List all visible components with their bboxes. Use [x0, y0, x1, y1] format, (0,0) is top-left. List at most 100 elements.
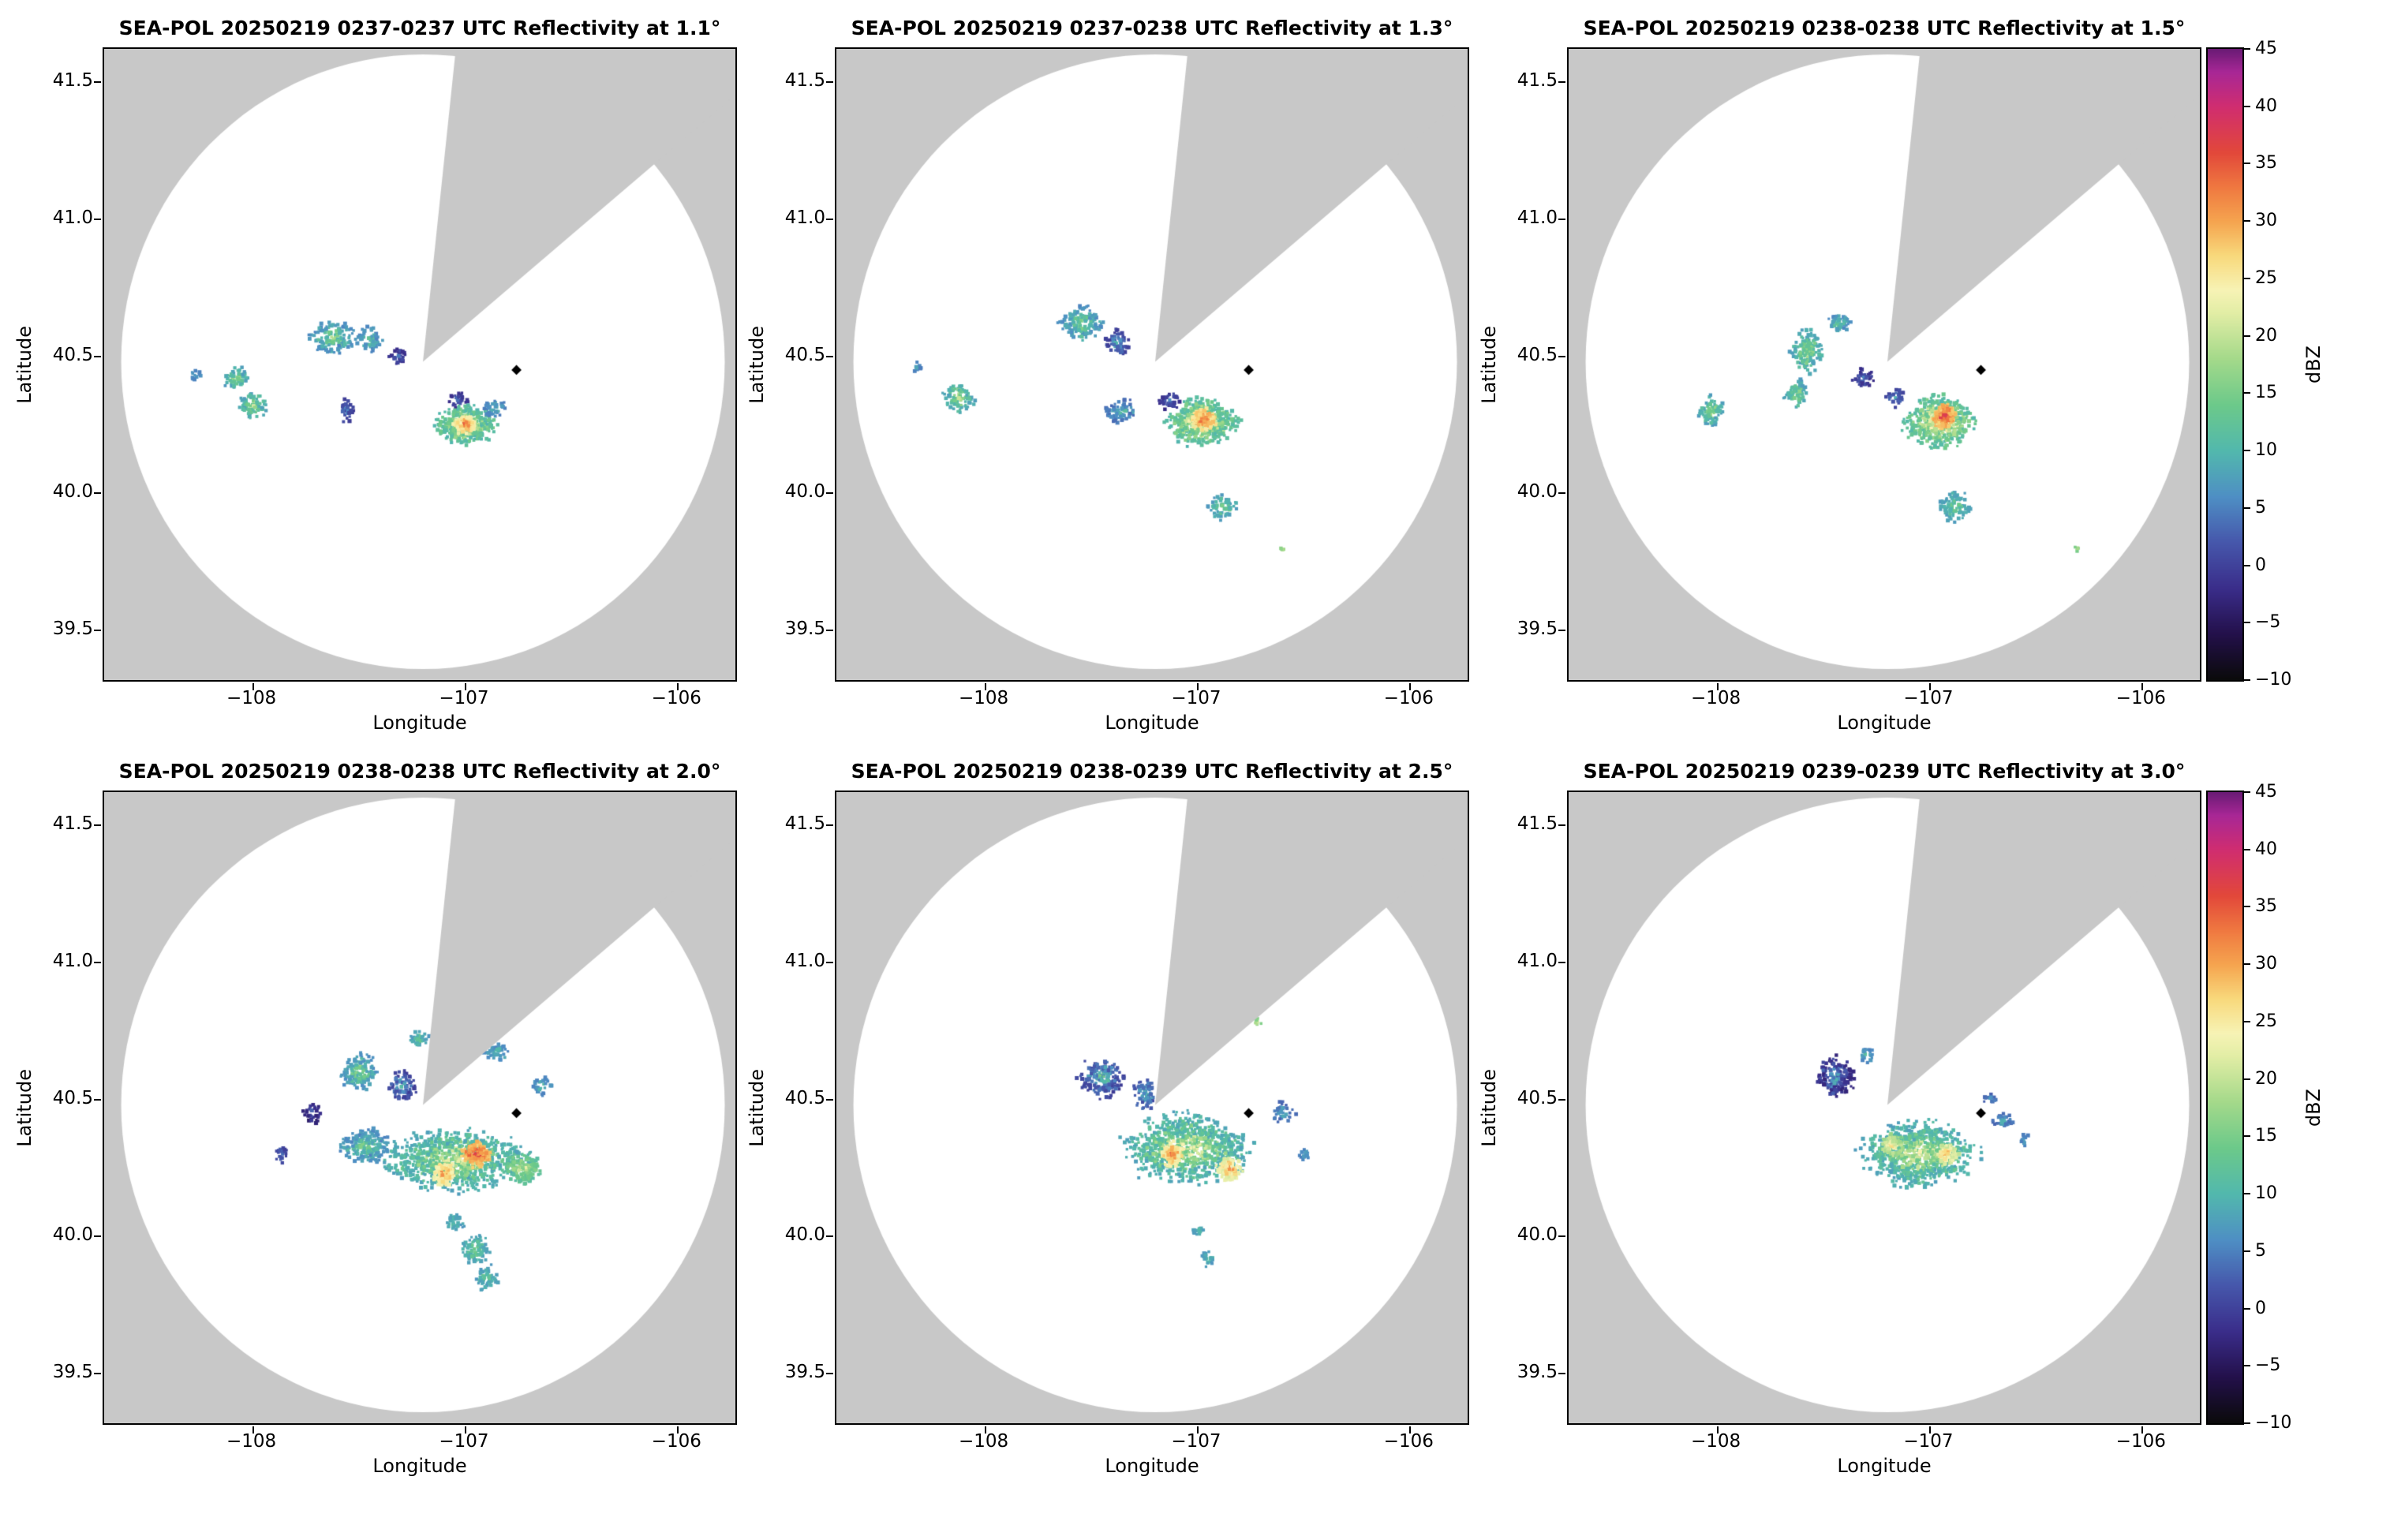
x-tick-mark	[1196, 683, 1199, 690]
y-axis-label-text: Latitude	[1478, 1068, 1500, 1147]
y-tick-label: 41.0	[52, 950, 93, 971]
x-tick-mark	[984, 1426, 986, 1433]
colorbar-tick-mark	[2244, 791, 2250, 793]
x-tick-mark	[1928, 1426, 1931, 1433]
y-tick-mark	[826, 1235, 833, 1238]
y-tick-labels: 39.5 40.0 40.5 41.0 41.5	[772, 791, 835, 1425]
y-tick-mark	[94, 80, 101, 83]
y-tick-mark	[826, 824, 833, 826]
x-tick-label: −107	[1171, 688, 1221, 708]
colorbar-tick-mark	[2244, 335, 2250, 337]
colorbar-tick-label: −10	[2255, 1413, 2292, 1433]
colorbar-tick-mark	[2244, 105, 2250, 107]
y-tick-mark	[1558, 218, 1565, 220]
x-tick-mark	[677, 683, 679, 690]
y-tick-mark	[1558, 824, 1565, 826]
colorbar-tick-mark	[2244, 277, 2250, 279]
colorbar-gradient	[2206, 47, 2244, 682]
y-tick-label: 39.5	[52, 1362, 93, 1383]
y-tick-mark	[94, 492, 101, 495]
x-tick-labels: −108 −107 −106	[835, 1425, 1469, 1453]
plot-title: SEA-POL 20250219 0238-0239 UTC Reflectiv…	[851, 760, 1453, 783]
x-tick-label: −108	[1690, 1431, 1741, 1452]
colorbar-tick-mark	[2244, 220, 2250, 222]
colorbar-tick-label: 20	[2255, 1068, 2277, 1089]
y-axis-label-text: Latitude	[1478, 325, 1500, 404]
radar-plot-canvas	[836, 792, 1468, 1423]
y-tick-label: 41.0	[1517, 950, 1558, 971]
x-tick-label: −108	[958, 1431, 1009, 1452]
y-axis-label-text: Latitude	[746, 325, 768, 404]
y-tick-mark	[94, 961, 101, 963]
colorbar-tick-label: 25	[2255, 1011, 2277, 1031]
colorbar-tick-label: 15	[2255, 383, 2277, 403]
x-tick-label: −107	[1171, 1431, 1221, 1452]
colorbar-tick-label: 10	[2255, 1183, 2277, 1204]
y-tick-mark	[1558, 1235, 1565, 1238]
figure-row-2: SEA-POL 20250219 0238-0238 UTC Reflectiv…	[9, 756, 2396, 1486]
colorbar-tick-mark	[2244, 622, 2250, 624]
figure-panel: SEA-POL 20250219 0238-0238 UTC Reflectiv…	[1474, 13, 2201, 743]
y-tick-mark	[826, 1098, 833, 1101]
colorbar-tick-label: 35	[2255, 153, 2277, 174]
colorbar-tick-mark	[2244, 392, 2250, 394]
plot-title: SEA-POL 20250219 0237-0238 UTC Reflectiv…	[851, 17, 1453, 39]
colorbar-tick-label: 10	[2255, 440, 2277, 461]
radar-plot-canvas	[104, 792, 735, 1423]
radar-plot-area	[826, 791, 1469, 1433]
x-axis-label: Longitude	[1105, 1455, 1199, 1477]
y-tick-label: 40.5	[52, 344, 93, 365]
y-tick-label: 41.5	[1517, 69, 1558, 91]
figure-panel: SEA-POL 20250219 0237-0237 UTC Reflectiv…	[9, 13, 737, 743]
colorbar-tick-label: −5	[2255, 612, 2281, 633]
colorbar-tick-label: 0	[2255, 1298, 2266, 1318]
colorbar-tick-label: 30	[2255, 954, 2277, 974]
y-tick-mark	[94, 630, 101, 632]
x-tick-mark	[1716, 683, 1719, 690]
colorbar-tick-mark	[2244, 906, 2250, 908]
colorbar-tick-label: 30	[2255, 211, 2277, 231]
y-axis-label: Latitude	[1474, 47, 1504, 682]
y-tick-label: 40.5	[52, 1087, 93, 1108]
y-tick-labels: 39.5 40.0 40.5 41.0 41.5	[1504, 791, 1567, 1425]
colorbar-tick-mark	[2244, 450, 2250, 452]
y-tick-label: 40.0	[1517, 481, 1558, 503]
y-tick-label: 40.0	[1517, 1224, 1558, 1246]
y-tick-label: 39.5	[1517, 619, 1558, 640]
colorbar-tick-mark	[2244, 848, 2250, 850]
y-tick-label: 39.5	[784, 619, 825, 640]
y-axis-label-text: Latitude	[13, 325, 36, 404]
x-tick-mark	[1409, 683, 1412, 690]
x-tick-mark	[252, 1426, 254, 1433]
y-tick-label: 41.5	[52, 813, 93, 834]
x-axis-label: Longitude	[1105, 712, 1199, 734]
plot-title: SEA-POL 20250219 0239-0239 UTC Reflectiv…	[1583, 760, 2186, 783]
y-tick-label: 39.5	[52, 619, 93, 640]
y-tick-label: 41.0	[784, 207, 825, 228]
y-axis-label: Latitude	[742, 47, 772, 682]
x-tick-labels: −108 −107 −106	[1567, 1425, 2201, 1453]
radar-plot-area	[826, 47, 1469, 690]
y-tick-mark	[826, 1373, 833, 1375]
colorbar-tick-label: −10	[2255, 670, 2292, 690]
y-tick-label: 40.0	[784, 1224, 825, 1246]
colorbar-tick-mark	[2244, 1078, 2250, 1080]
colorbar-tick-mark	[2244, 564, 2250, 566]
y-tick-label: 41.5	[784, 69, 825, 91]
x-tick-label: −106	[1383, 1431, 1434, 1452]
colorbar-ticks: −10 −5 0 5 10 15 20 25 30 35 40 45	[2244, 782, 2302, 1433]
figure-panel: SEA-POL 20250219 0238-0239 UTC Reflectiv…	[742, 756, 1469, 1486]
colorbar-tick-label: 5	[2255, 497, 2266, 518]
colorbar-tick-label: 40	[2255, 839, 2277, 859]
y-tick-mark	[94, 218, 101, 220]
colorbar-tick-mark	[2244, 1422, 2250, 1424]
y-axis-label-text: Latitude	[13, 1068, 36, 1147]
y-tick-mark	[1558, 355, 1565, 357]
y-tick-labels: 39.5 40.0 40.5 41.0 41.5	[772, 47, 835, 682]
x-tick-label: −108	[226, 688, 277, 708]
radar-plot-area	[1558, 47, 2201, 690]
colorbar-tick-label: 0	[2255, 555, 2266, 575]
x-tick-mark	[464, 1426, 466, 1433]
colorbar-tick-mark	[2244, 506, 2250, 509]
plot-title: SEA-POL 20250219 0238-0238 UTC Reflectiv…	[118, 760, 721, 783]
